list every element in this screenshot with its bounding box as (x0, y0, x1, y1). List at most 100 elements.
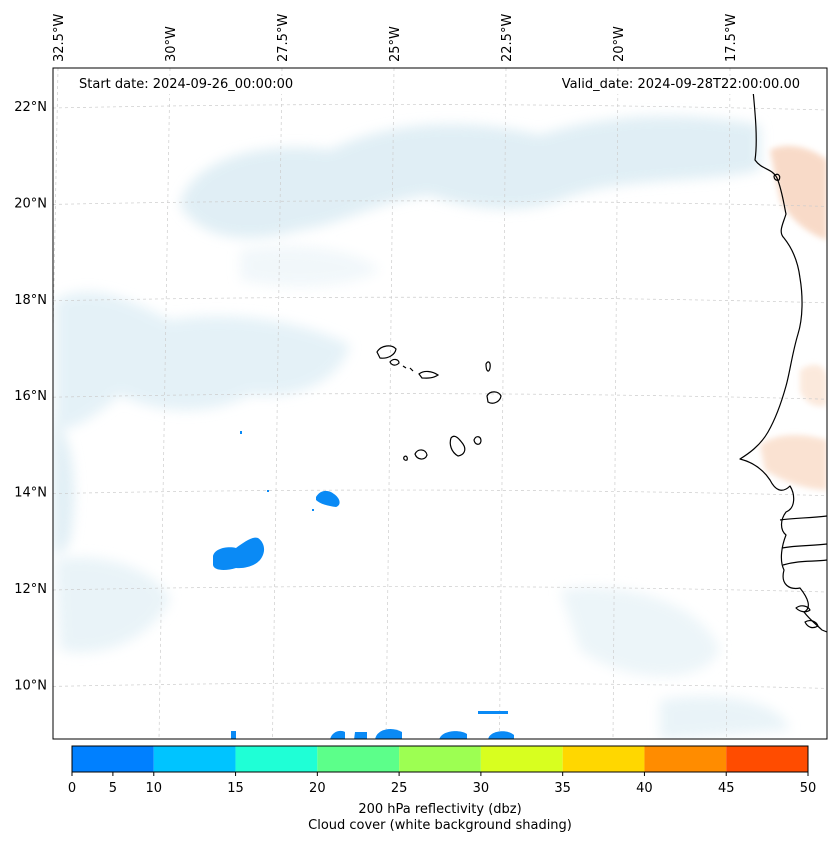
longitude-tick-label: 20°W (612, 26, 627, 62)
longitude-tick-label: 27.5°W (276, 14, 291, 62)
latitude-tick-label: 16°N (14, 389, 47, 404)
colorbar-bin (726, 746, 808, 772)
reflectivity-strip (330, 730, 345, 739)
colorbar-tick-label: 20 (309, 781, 326, 796)
latitude-gridline (53, 296, 827, 304)
reflectivity-dot (312, 509, 314, 511)
reflectivity-dot (240, 431, 242, 434)
latitude-tick-label: 18°N (14, 293, 47, 308)
island-sao-nicolau (409, 367, 414, 372)
latitude-gridline (53, 200, 827, 207)
latitude-gridline (53, 104, 827, 111)
cloud-patch-center (240, 246, 380, 287)
coastline-main (739, 79, 827, 633)
latitude-gridline (53, 489, 827, 496)
colorbar-bin (399, 746, 481, 772)
cloud-patch-south (560, 587, 720, 677)
island-santo-antao (376, 345, 397, 359)
coastline-casamance (781, 543, 827, 549)
reflectivity-patches (213, 431, 514, 739)
island-sal (485, 361, 491, 372)
longitude-tick-label: 30°W (164, 26, 179, 62)
reflectivity-strip (354, 732, 367, 739)
cloud-cover-shading (53, 116, 790, 739)
colorbar-bin (644, 746, 727, 772)
colorbar-frame (71, 745, 809, 773)
latitude-gridline (53, 586, 827, 593)
colorbar-subtitle: Cloud cover (white background shading) (308, 818, 572, 833)
island-fogo (414, 449, 428, 460)
longitude-labels: 32.5°W 30°W 27.5°W 25°W 22.5°W 20°W 17.5°W (52, 14, 739, 62)
longitude-tick-label: 32.5°W (52, 14, 67, 62)
latitude-tick-label: 22°N (14, 100, 47, 115)
longitude-gridline (158, 68, 171, 739)
latitude-tick-label: 12°N (14, 582, 47, 597)
cloud-band-west (55, 291, 350, 429)
reflectivity-cell-small (316, 490, 340, 507)
start-date-label: Start date: 2024-09-26_00:00:00 (75, 76, 298, 94)
map-frame (52, 67, 828, 740)
latitude-gridline (53, 682, 827, 689)
reflectivity-strip (375, 728, 402, 739)
colorbar-tick-label: 15 (227, 781, 244, 796)
colorbar-bin (235, 746, 318, 772)
colorbar-tick-label: 0 (68, 781, 76, 796)
colorbar-bin (562, 746, 645, 772)
colorbar-ticks: 0 5 10 15 20 25 30 35 40 45 50 (68, 772, 816, 796)
map-area (53, 68, 827, 739)
colorbar-tick-label: 40 (636, 781, 653, 796)
island-sao-vicente (389, 358, 400, 366)
latitude-tick-label: 20°N (14, 196, 47, 211)
latitude-gridline (53, 393, 827, 400)
coastline-bissagos-2 (804, 620, 819, 629)
colorbar-tick-label: 25 (391, 781, 408, 796)
reflectivity-dot (267, 490, 269, 492)
coastline-gambia (779, 515, 827, 521)
valid-date-label: Valid_date: 2024-09-28T22:00:00.00 (557, 76, 804, 94)
colorbar-bin (153, 746, 236, 772)
longitude-gridline (612, 68, 619, 739)
reflectivity-strip (439, 731, 467, 739)
colorbar-bin (480, 746, 563, 772)
warm-shading (760, 145, 827, 490)
reflectivity-cell-large (213, 537, 265, 570)
colorbar (72, 746, 808, 772)
colorbar-title: 200 hPa reflectivity (dbz) (358, 802, 522, 817)
grid-lines (53, 68, 827, 739)
colorbar-tick-label: 45 (718, 781, 735, 796)
latitude-tick-label: 14°N (14, 486, 47, 501)
cloud-band-north (180, 116, 760, 238)
latitude-labels: 22°N 20°N 18°N 16°N 14°N 12°N 10°N (14, 100, 47, 693)
coastline-cap-vert (773, 173, 781, 181)
warm-patch-coast-mid (800, 364, 827, 407)
colorbar-bin (72, 746, 154, 772)
longitude-tick-label: 25°W (388, 26, 403, 62)
longitude-gridline (272, 68, 283, 739)
island-sao-nicolau-main (418, 370, 440, 379)
african-coastline (739, 79, 827, 633)
colorbar-tick-label: 30 (473, 781, 490, 796)
longitude-tick-label: 22.5°W (500, 14, 515, 62)
latitude-tick-label: 10°N (14, 678, 47, 693)
coastline-bissagos (795, 605, 811, 613)
longitude-gridline (726, 68, 731, 739)
island-brava (403, 455, 408, 461)
reflectivity-strip (488, 731, 514, 739)
reflectivity-strip (478, 711, 508, 714)
island-santiago (449, 435, 466, 457)
longitude-tick-label: 17.5°W (724, 14, 739, 62)
colorbar-tick-label: 35 (554, 781, 571, 796)
colorbar-tick-label: 5 (109, 781, 117, 796)
island-boa-vista (486, 391, 502, 404)
cloud-patch-southeast (660, 696, 790, 739)
coastline-guinea-bissau (782, 559, 827, 566)
warm-patch-coast-south (760, 435, 827, 490)
cloud-patch-southwest (55, 557, 170, 653)
colorbar-bin (317, 746, 400, 772)
colorbar-tick-label: 50 (800, 781, 817, 796)
longitude-gridline (499, 68, 507, 739)
cape-verde-islands (376, 345, 502, 461)
reflectivity-strip (231, 731, 236, 739)
cloud-edge-west (53, 420, 74, 555)
